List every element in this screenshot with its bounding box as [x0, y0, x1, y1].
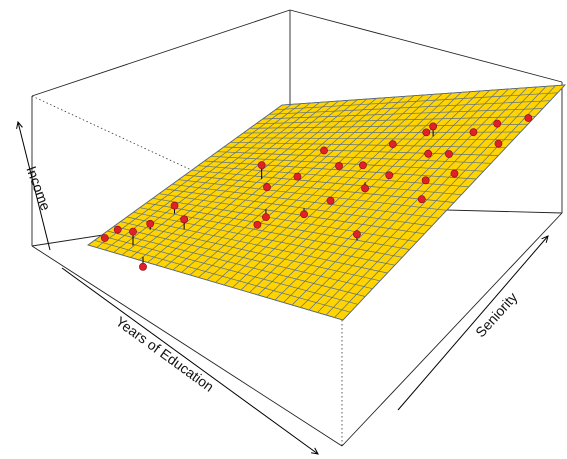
data-point	[493, 119, 502, 128]
data-point	[429, 122, 438, 131]
data-point	[361, 184, 369, 193]
x-axis-arrow-head	[311, 447, 319, 455]
data-point	[353, 230, 361, 239]
data-point	[450, 169, 459, 178]
plane-grid-line	[262, 108, 543, 120]
data-point	[422, 128, 431, 137]
box-edge	[31, 245, 343, 447]
data-point	[170, 201, 179, 210]
data-point	[263, 183, 271, 192]
data-point	[385, 171, 394, 180]
data-point	[524, 114, 533, 122]
plane-grid-line	[325, 86, 547, 316]
z-axis-label: Income	[23, 164, 54, 213]
plane-grid-line	[275, 92, 558, 111]
plane-grid-line	[269, 100, 551, 115]
plane-grid-line	[342, 84, 566, 321]
plane-grid-line	[334, 85, 556, 318]
data-point	[421, 176, 430, 185]
box-edge	[289, 9, 563, 83]
data-point	[445, 150, 453, 158]
plane-grid-line	[249, 123, 529, 129]
data-point	[494, 139, 503, 148]
data-point	[300, 210, 308, 219]
data-point	[253, 220, 262, 229]
z-axis-arrow-head	[16, 120, 23, 129]
plane-grid-line	[256, 115, 536, 125]
data-point	[358, 161, 367, 170]
axis-arrows	[16, 120, 549, 455]
y-axis-arrow	[397, 235, 549, 411]
bounding-box-front	[31, 212, 563, 447]
data-point	[293, 172, 302, 181]
x-axis-arrow	[61, 267, 319, 455]
data-point	[388, 140, 397, 149]
data-points	[100, 114, 533, 271]
data-point	[100, 234, 109, 242]
x-axis-label: Years of Education	[113, 313, 217, 395]
data-point	[469, 128, 478, 137]
y-axis-arrow-head	[541, 235, 549, 243]
box-edge	[31, 9, 291, 97]
data-point	[417, 195, 426, 204]
data-point	[129, 227, 137, 236]
plane-surface	[87, 84, 566, 321]
plane-grid-line	[281, 84, 566, 106]
data-point	[146, 219, 155, 228]
data-point	[424, 149, 433, 158]
data-point	[320, 146, 328, 155]
data-point	[139, 262, 147, 271]
data-point	[113, 225, 122, 234]
data-point	[262, 213, 270, 222]
data-point	[335, 162, 343, 170]
z-axis-arrow	[17, 121, 51, 251]
data-point	[180, 215, 189, 224]
regression-plane	[87, 84, 566, 321]
data-point	[257, 161, 266, 170]
box-edge	[341, 212, 563, 447]
data-point	[326, 196, 335, 205]
